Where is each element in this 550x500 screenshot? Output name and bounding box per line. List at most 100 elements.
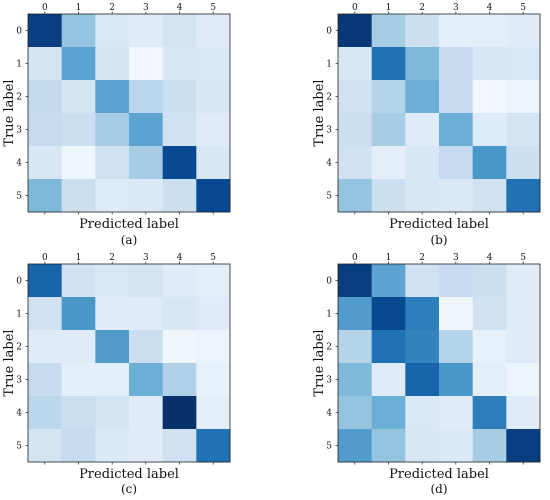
confusion-matrix-panel-2: 0 1 2 3 4 5 0 1 2 3 4 5 Predicted label True label (c) xyxy=(2,253,231,496)
x-tick-label-1: 1 xyxy=(76,253,82,263)
heatmap-cell-5-4 xyxy=(472,429,507,463)
heatmap-cell-3-3 xyxy=(129,113,164,147)
heatmap-cell-4-3 xyxy=(129,396,164,430)
heatmap-cell-1-4 xyxy=(472,47,507,81)
heatmap-cell-5-5 xyxy=(506,429,541,463)
heatmap-cell-2-1 xyxy=(371,80,406,114)
heatmap-cell-2-4 xyxy=(162,330,197,364)
heatmap-cell-3-1 xyxy=(61,363,96,397)
heatmap-cell-4-3 xyxy=(129,146,164,180)
heatmap-cell-0-4 xyxy=(162,264,197,298)
heatmap-cell-1-0 xyxy=(338,297,373,331)
heatmap-cell-0-2 xyxy=(95,14,130,48)
heatmap-cell-2-0 xyxy=(28,330,63,364)
heatmap-cell-4-0 xyxy=(28,146,63,180)
heatmap-cell-2-1 xyxy=(61,330,96,364)
x-tick-label-5: 5 xyxy=(520,3,526,13)
heatmap-cell-2-5 xyxy=(506,80,541,114)
heatmap-cell-3-1 xyxy=(371,113,406,147)
heatmap-cell-1-2 xyxy=(95,297,130,331)
plot-frame xyxy=(337,13,541,213)
heatmap-cell-3-1 xyxy=(61,113,96,147)
heatmap-cell-4-0 xyxy=(338,396,373,430)
y-tick-label-2: 2 xyxy=(16,343,22,353)
plot-frame xyxy=(27,263,231,463)
heatmap-cell-5-5 xyxy=(196,179,231,213)
heatmap-cell-0-4 xyxy=(472,264,507,298)
x-tick-label-1: 1 xyxy=(76,3,82,13)
heatmap-cell-0-5 xyxy=(196,264,231,298)
heatmap-cell-2-1 xyxy=(61,80,96,114)
heatmap-cell-0-3 xyxy=(439,14,474,48)
heatmap-cell-0-0 xyxy=(28,264,63,298)
heatmap-cell-5-2 xyxy=(405,429,440,463)
heatmap-cell-1-3 xyxy=(439,297,474,331)
heatmap-cell-1-1 xyxy=(61,47,96,81)
heatmap-cell-5-5 xyxy=(196,429,231,463)
heatmap-cell-5-4 xyxy=(162,179,197,213)
heatmap-cell-5-2 xyxy=(405,179,440,213)
heatmap-cell-2-2 xyxy=(95,80,130,114)
heatmap-cell-3-0 xyxy=(28,113,63,147)
y-tick-label-1: 1 xyxy=(16,310,22,320)
heatmap-cell-0-2 xyxy=(405,264,440,298)
heatmap-cell-3-2 xyxy=(405,113,440,147)
confusion-matrix-panel-1: 0 1 2 3 4 5 0 1 2 3 4 5 Predicted label True label (b) xyxy=(312,3,541,247)
heatmap-cell-4-5 xyxy=(506,396,541,430)
x-tick-label-0: 0 xyxy=(42,253,48,263)
heatmap-cell-4-5 xyxy=(506,146,541,180)
y-tick-label-1: 1 xyxy=(16,60,22,70)
heatmap-cell-4-2 xyxy=(405,146,440,180)
y-tick-label-5: 5 xyxy=(326,192,332,202)
heatmap-cell-2-4 xyxy=(472,330,507,364)
plot-frame xyxy=(337,263,541,463)
heatmap-cell-4-1 xyxy=(61,146,96,180)
heatmap-cell-0-1 xyxy=(371,264,406,298)
heatmap-cell-3-2 xyxy=(95,113,130,147)
heatmap-cell-0-1 xyxy=(61,264,96,298)
heatmap-cell-1-4 xyxy=(162,297,197,331)
heatmap-cell-5-0 xyxy=(338,429,373,463)
heatmap-cell-5-3 xyxy=(439,429,474,463)
heatmap-cell-3-0 xyxy=(28,363,63,397)
y-tick-label-2: 2 xyxy=(326,343,332,353)
heatmap-cell-0-2 xyxy=(405,14,440,48)
heatmap-cell-1-0 xyxy=(338,47,373,81)
heatmap-cell-5-3 xyxy=(439,179,474,213)
heatmap-cell-2-3 xyxy=(439,330,474,364)
heatmap-cell-1-3 xyxy=(439,47,474,81)
x-tick-label-2: 2 xyxy=(109,3,115,13)
plot-frame xyxy=(27,13,231,213)
x-axis-label: Predicted label xyxy=(389,217,489,232)
heatmap-cell-0-4 xyxy=(162,14,197,48)
heatmap-cell-5-0 xyxy=(338,179,373,213)
confusion-matrix-panel-0: 0 1 2 3 4 5 0 1 2 3 4 5 Predicted label True label (a) xyxy=(2,3,231,247)
heatmap-cell-0-5 xyxy=(506,14,541,48)
x-tick-label-2: 2 xyxy=(109,253,115,263)
y-tick-label-0: 0 xyxy=(16,277,22,287)
x-tick-label-0: 0 xyxy=(352,253,358,263)
heatmap-cell-4-3 xyxy=(439,146,474,180)
heatmap-cell-2-3 xyxy=(129,330,164,364)
y-axis-label: True label xyxy=(312,79,327,146)
heatmap-cell-5-1 xyxy=(371,179,406,213)
heatmap-cell-3-4 xyxy=(162,113,197,147)
x-tick-label-5: 5 xyxy=(210,3,216,13)
heatmap-cell-0-1 xyxy=(371,14,406,48)
x-tick-label-0: 0 xyxy=(352,3,358,13)
heatmap-cell-5-2 xyxy=(95,429,130,463)
x-tick-label-4: 4 xyxy=(177,253,183,263)
heatmap-cell-4-4 xyxy=(162,396,197,430)
heatmap-cell-2-5 xyxy=(196,330,231,364)
y-axis-label: True label xyxy=(312,329,327,396)
heatmap-cell-0-2 xyxy=(95,264,130,298)
heatmap-cell-2-0 xyxy=(28,80,63,114)
heatmap-cell-1-2 xyxy=(405,297,440,331)
heatmap-cell-5-1 xyxy=(61,429,96,463)
heatmap-cell-2-3 xyxy=(129,80,164,114)
x-tick-label-3: 3 xyxy=(143,3,149,13)
heatmap-cell-2-4 xyxy=(472,80,507,114)
heatmap-cell-2-2 xyxy=(405,330,440,364)
y-tick-label-4: 4 xyxy=(326,159,332,169)
